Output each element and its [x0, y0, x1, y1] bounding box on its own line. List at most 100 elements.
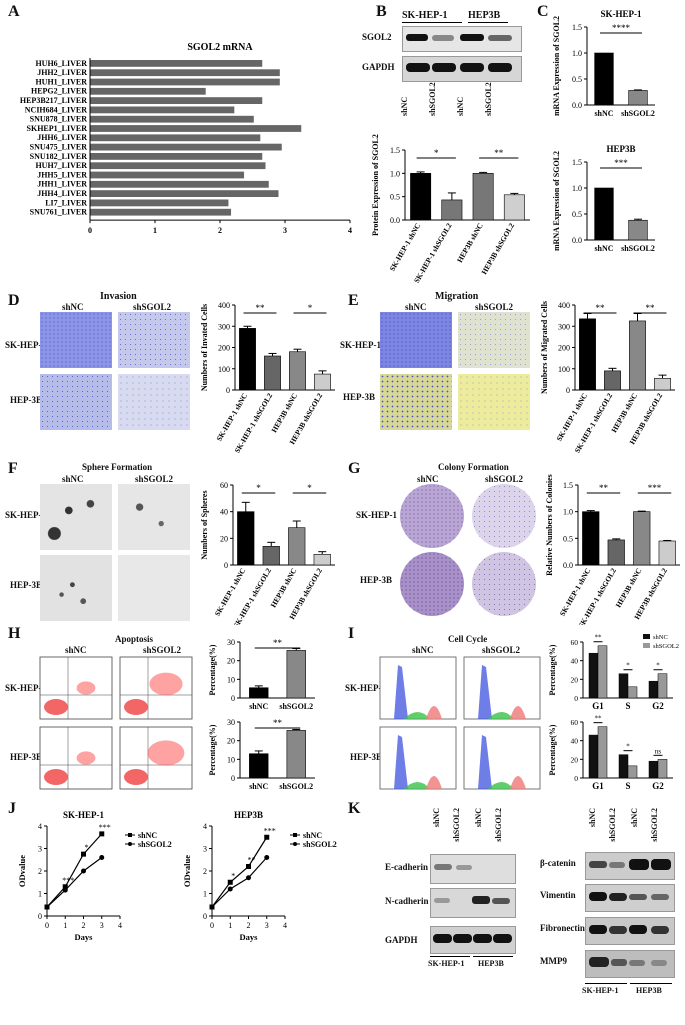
bar	[237, 511, 255, 566]
col-label: shNC	[62, 302, 84, 312]
tick-label: 1	[203, 890, 207, 899]
row-label: HEP-3B	[10, 752, 43, 762]
invasion-title: Invasion	[100, 291, 137, 302]
sphere-image	[40, 555, 112, 621]
invasion-image	[118, 312, 190, 368]
sig-label: *	[434, 148, 439, 158]
legend-label: shNC	[138, 831, 157, 840]
tick-label: 30	[227, 638, 235, 647]
blot-row-ncadherin: N-cadherin	[385, 896, 429, 906]
migration-title: Migration	[435, 291, 479, 302]
bar	[604, 370, 621, 391]
group-label: SK-HEP-1	[582, 986, 619, 995]
tick-label: 0.0	[563, 561, 573, 570]
blot-row-vimentin: Vimentin	[540, 890, 576, 900]
cell-cluster	[76, 681, 96, 695]
blot-row-gapdh: GAPDH	[385, 935, 418, 945]
protein-expression-chart: 0.0 0.5 1.0 1.5 Protein Expression of SGOL2 S…	[371, 134, 530, 285]
histogram-frame	[463, 726, 541, 790]
bar	[90, 134, 261, 142]
cell-cycle-chart-skhep1: 0 20 40 60 Percentage(%) ** G1 * S * G2 shNC shSGOL2	[548, 634, 679, 711]
tick-label: 0.5	[563, 534, 573, 543]
data-point	[264, 855, 270, 860]
legend-label: shSGOL2	[303, 840, 337, 849]
data-point	[99, 831, 105, 837]
bar	[472, 173, 494, 221]
blot-row-sgol2: SGOL2	[362, 32, 392, 42]
category-label: shNC	[249, 702, 268, 711]
tick-label: 1.5	[563, 481, 573, 490]
sig-label: *	[308, 303, 313, 313]
tick-label: 40	[571, 657, 579, 666]
y-axis-label: Numbers of Migrated Cells	[540, 301, 549, 394]
hep3b-mrna-chart: 0.0 0.5 1.0 1.5 mRNA Expression of SGOL2 shNC…	[552, 144, 655, 253]
apoptosis-title: Apoptosis	[115, 634, 154, 644]
category-label: JHH2_LIVER	[37, 68, 87, 77]
bar	[314, 373, 331, 391]
row-label: SK-HEP-1	[5, 683, 47, 693]
panel-label-d: D	[8, 292, 20, 309]
category-label: shNC	[594, 109, 613, 118]
bar	[90, 115, 254, 123]
bar	[633, 511, 651, 566]
bar	[627, 686, 638, 699]
tick-label: 0	[88, 226, 92, 235]
sig-label: **	[494, 148, 504, 158]
tick-label: 40	[220, 508, 228, 517]
bar	[90, 106, 235, 114]
group-label: SK-HEP-1	[428, 959, 465, 968]
blot-group-hep3b: HEP3B	[468, 10, 501, 21]
sphere-image	[40, 484, 112, 550]
col-label: shSGOL2	[143, 645, 182, 655]
col-label: shSGOL2	[475, 302, 514, 312]
tick-label: 0.0	[572, 101, 582, 110]
category-label: G1	[592, 781, 604, 791]
g1-peak	[394, 665, 408, 719]
row-label: HEP-3B	[350, 752, 383, 762]
bar	[90, 208, 232, 216]
panel-label-h: H	[8, 625, 21, 642]
colony-dish	[400, 484, 464, 548]
bar	[286, 730, 306, 779]
lane-label: shNC	[630, 808, 639, 828]
panel-k-blots: shNC shSGOL2 shNC shSGOL2 E-cadherin N-c…	[360, 808, 685, 1023]
chart-title: HEP3B	[234, 810, 263, 820]
category-label: HUH1_LIVER	[35, 77, 87, 86]
tick-label: 0	[231, 694, 235, 703]
sig-label: *	[85, 843, 89, 852]
sgol2-mrna-chart: SGOL2 mRNA HUH6_LIVERJHH2_LIVERHUH1_LIVER…	[20, 42, 352, 235]
category-label: HEP3B217_LIVER	[20, 96, 87, 105]
data-point	[81, 851, 86, 857]
category-label: HEP3B shNC	[455, 222, 485, 265]
panel-label-a: A	[8, 3, 20, 20]
tick-label: 3	[100, 921, 104, 930]
category-label: JHH6_LIVER	[37, 133, 87, 142]
s-phase	[488, 712, 514, 719]
tick-label: 4	[38, 822, 42, 831]
tick-label: 0	[566, 386, 570, 395]
y-axis-label: Percentage(%)	[548, 644, 557, 695]
legend-swatch	[643, 643, 650, 648]
sig-label: **	[595, 634, 603, 642]
proliferation-chart-skhep1: SK-HEP-1 0 1 2 3 4 0 1 2 3 4 Days ODvalue shNCshSGOL2…	[17, 810, 172, 942]
bar	[628, 90, 648, 106]
tick-label: 0	[574, 694, 578, 703]
legend-label: shNC	[653, 634, 668, 641]
category-label: shSGOL2	[279, 702, 313, 711]
sig-label: **	[273, 718, 283, 728]
row-label: SK-HEP-1	[345, 683, 387, 693]
col-label: shNC	[405, 302, 427, 312]
row-label: SK-HEP-1	[340, 340, 382, 350]
series-line	[211, 857, 268, 908]
blot-row-ecadherin: E-cadherin	[385, 862, 429, 872]
lane-label: shNC	[474, 808, 483, 828]
apoptosis-chart-hep3b: 0 10 20 30 Percentage(%) shNC shSGOL2 **	[208, 718, 315, 791]
bar	[657, 759, 668, 779]
bar	[90, 97, 263, 104]
legend-label: shSGOL2	[138, 840, 172, 849]
bar	[628, 219, 648, 241]
category-label: shSGOL2	[621, 109, 655, 118]
y-axis-label: mRNA Expression of SGOL2	[552, 16, 561, 116]
category-label: SNU878_LIVER	[30, 115, 88, 124]
